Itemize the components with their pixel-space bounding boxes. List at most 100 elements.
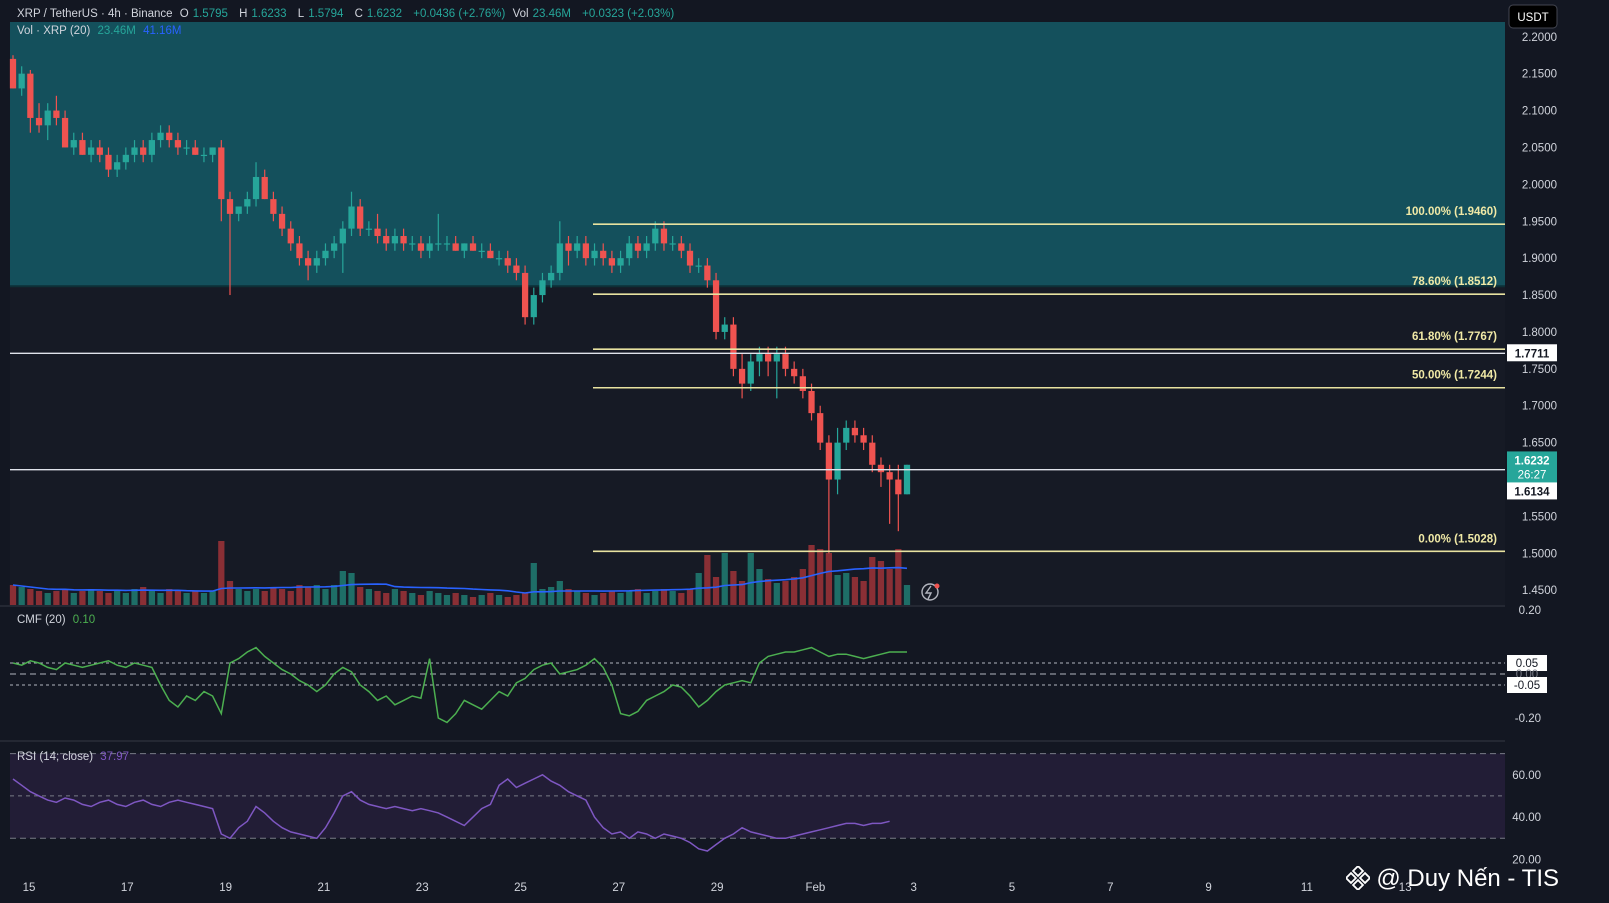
volume-bar xyxy=(799,569,806,605)
badge-label: 1.7711 xyxy=(1515,348,1550,360)
close-label: C 1.6232 xyxy=(354,8,403,20)
currency-selector[interactable]: USDT xyxy=(1508,4,1558,29)
candle-body xyxy=(278,213,286,229)
volume-bar xyxy=(70,593,77,605)
candle-body xyxy=(608,258,616,266)
price-tick-label: 2.0500 xyxy=(1522,142,1557,154)
candle xyxy=(140,140,147,163)
cmf-line xyxy=(12,646,907,724)
alert-icon[interactable] xyxy=(921,583,940,601)
volume-bar xyxy=(27,589,34,605)
candle-body xyxy=(773,354,780,362)
candle-body xyxy=(452,243,459,251)
candle-body xyxy=(521,272,529,318)
volume-bar xyxy=(773,583,780,605)
rsi-legend[interactable]: RSI (14; close) 37.97 xyxy=(17,751,133,763)
time-tick-label: 11 xyxy=(1301,882,1313,894)
volume-bar xyxy=(626,591,633,605)
fib-label: 78.60% (1.8512) xyxy=(1412,276,1497,288)
candle xyxy=(417,236,425,259)
rsi-tick-label: 40.00 xyxy=(1512,812,1541,824)
volume-bar xyxy=(860,581,867,605)
candle xyxy=(721,317,728,340)
line-price-badge: 1.7711 xyxy=(1507,344,1557,362)
candle xyxy=(357,199,364,237)
time-tick-label: 17 xyxy=(121,882,134,894)
cmf-legend[interactable]: CMF (20) 0.10 xyxy=(17,614,99,626)
price-tick-label: 2.1500 xyxy=(1522,69,1557,81)
candle xyxy=(843,420,850,451)
candle-body xyxy=(895,479,902,495)
volume-bar xyxy=(114,591,121,605)
time-tick-label: 25 xyxy=(514,882,527,894)
candle-body xyxy=(383,236,390,244)
candle-body xyxy=(322,250,329,259)
candle xyxy=(96,140,103,163)
candle xyxy=(400,228,407,251)
volume-bar xyxy=(183,593,190,605)
vol-change-label: +0.0323 (+2.03%) xyxy=(582,8,675,20)
candle-body xyxy=(556,243,563,273)
candle-body xyxy=(9,58,17,89)
candle-body xyxy=(400,236,407,244)
candle-body xyxy=(105,154,112,170)
candle xyxy=(461,243,468,259)
volume-bar xyxy=(721,553,728,605)
candle-body xyxy=(87,147,95,155)
badge-label: -0.05 xyxy=(1514,680,1540,692)
fib-label: 50.00% (1.7244) xyxy=(1412,370,1497,382)
high-label: H 1.6233 xyxy=(239,8,287,20)
candle-body xyxy=(695,265,702,267)
time-tick-label: 27 xyxy=(612,882,625,894)
candle xyxy=(539,272,546,303)
candle-body xyxy=(660,228,668,244)
volume-legend[interactable]: Vol · XRP (20) 23.46M 41.16M xyxy=(17,25,185,37)
candle xyxy=(851,420,859,443)
volume-bar xyxy=(834,575,841,605)
volume-bar xyxy=(513,595,520,605)
volume-bar xyxy=(79,591,86,605)
candle-body xyxy=(851,427,859,436)
price-tick-label: 1.5000 xyxy=(1522,548,1557,560)
candle-body xyxy=(495,258,503,260)
candle-body xyxy=(365,228,372,230)
candle xyxy=(608,250,616,273)
candle xyxy=(61,110,69,148)
candle-body xyxy=(539,280,546,296)
volume-bar xyxy=(417,595,425,605)
candle-body xyxy=(843,427,850,443)
candle-body xyxy=(704,265,711,281)
candle xyxy=(426,236,433,259)
volume-bar xyxy=(843,573,850,605)
candle-body xyxy=(114,162,121,170)
volume-bar xyxy=(270,587,277,605)
candle xyxy=(808,383,815,421)
price-tick-label: 1.6500 xyxy=(1522,438,1557,450)
candle-body xyxy=(244,199,251,207)
volume-bar xyxy=(287,591,294,605)
candle xyxy=(9,55,17,89)
badge-bg xyxy=(1507,451,1557,484)
volume-bar xyxy=(131,589,138,605)
candle xyxy=(660,221,668,251)
candle xyxy=(443,236,451,251)
volume-bar xyxy=(157,593,164,605)
price-tick-label: 1.8000 xyxy=(1522,327,1557,339)
candle-body xyxy=(756,354,763,362)
candle-body xyxy=(226,199,234,214)
symbol-label[interactable]: XRP / TetherUS · 4h · Binance xyxy=(17,8,173,20)
cmf-tick-label: 0.20 xyxy=(1519,605,1541,617)
candle-body xyxy=(174,140,182,148)
current-price-badge: 1.6232 26:27 xyxy=(1507,451,1557,484)
watermark: @ Duy Nến - TIS xyxy=(1346,865,1559,893)
volume-bar xyxy=(409,593,416,605)
open-label: O 1.5795 xyxy=(179,8,228,20)
badge-bg xyxy=(1507,344,1557,362)
candle xyxy=(200,147,208,163)
candle-body xyxy=(678,243,685,251)
time-axis[interactable] xyxy=(0,870,1505,903)
price-tick-label: 1.9000 xyxy=(1522,253,1557,265)
candle xyxy=(487,243,494,259)
candle xyxy=(70,132,77,155)
